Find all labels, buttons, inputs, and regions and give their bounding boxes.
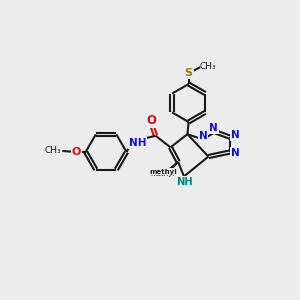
Text: NH: NH — [129, 138, 146, 148]
Text: CH₃: CH₃ — [200, 62, 216, 71]
Text: S: S — [184, 68, 193, 78]
Text: O: O — [72, 147, 81, 157]
Text: N: N — [231, 130, 239, 140]
Text: methyl: methyl — [162, 172, 167, 173]
Text: NH: NH — [176, 176, 193, 187]
Text: methyl: methyl — [151, 171, 175, 177]
Text: O: O — [146, 114, 156, 127]
Text: N: N — [199, 131, 207, 141]
Text: N: N — [231, 148, 239, 158]
Text: N: N — [209, 123, 218, 133]
Text: CH₃: CH₃ — [44, 146, 61, 154]
Text: methyl: methyl — [149, 169, 177, 175]
